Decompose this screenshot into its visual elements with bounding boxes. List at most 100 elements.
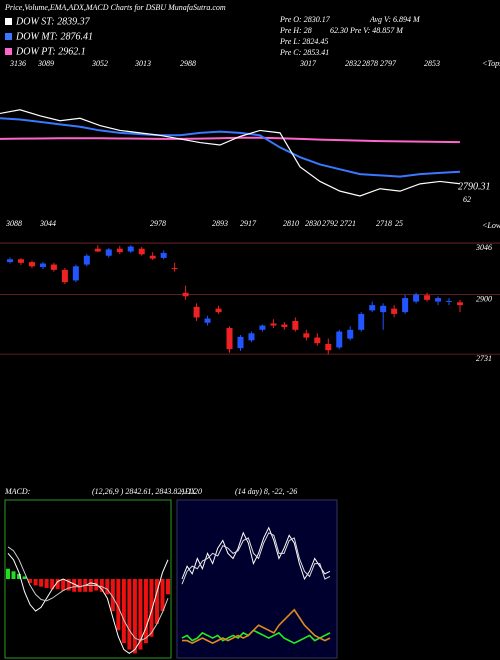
- histogram-bar: [72, 579, 77, 592]
- low-label: 2893: [212, 219, 228, 228]
- tops-caption: <Tops: [482, 59, 500, 68]
- legend-label: DOW PT: 2962.1: [15, 46, 86, 57]
- histogram-bar: [149, 579, 154, 637]
- info-text: Pre H: 28: [279, 26, 312, 35]
- candle-body: [50, 264, 57, 270]
- adx-title: ADX: [179, 487, 197, 496]
- top-label: 3052: [91, 59, 108, 68]
- histogram-bar: [138, 579, 143, 650]
- candle-body: [72, 266, 79, 281]
- low-label: 2830: [305, 219, 321, 228]
- histogram-bar: [116, 579, 121, 631]
- adx-subtitle: (14 day) 8, -22, -26: [235, 487, 297, 496]
- series-line: [181, 532, 331, 585]
- series-line: [0, 136, 461, 144]
- histogram-bar: [160, 579, 165, 612]
- candle-body: [160, 252, 167, 258]
- legend-label: DOW MT: 2876.41: [15, 31, 93, 42]
- candle-body: [7, 259, 13, 263]
- annotation: 62: [463, 195, 471, 204]
- candle-body: [358, 313, 365, 330]
- candle-body: [28, 262, 35, 267]
- candle-body: [182, 292, 189, 297]
- histogram-bar: [44, 579, 49, 588]
- candle-body: [402, 298, 409, 313]
- macd-title: MACD:: [4, 487, 31, 496]
- low-label: 3044: [39, 219, 56, 228]
- candle-body: [138, 248, 145, 255]
- legend-swatch: [5, 33, 12, 40]
- histogram-bar: [17, 573, 22, 579]
- histogram-bar: [110, 579, 115, 612]
- low-label: 3088: [5, 219, 22, 228]
- candle-body: [116, 248, 123, 253]
- series-line: [0, 117, 461, 178]
- candle-body: [303, 333, 310, 338]
- histogram-bar: [143, 579, 148, 644]
- candle-body: [149, 255, 156, 259]
- candle-body: [226, 328, 233, 350]
- info-text: Pre C: 2853.41: [279, 48, 329, 57]
- candle-body: [325, 343, 332, 351]
- candle-body: [171, 268, 178, 270]
- histogram-bar: [33, 579, 38, 586]
- low-label: 2810: [283, 219, 299, 228]
- macd-subtitle: (12,26,9 ) 2842.61, 2843.82, -1.20: [92, 487, 202, 496]
- series-line: [0, 109, 461, 197]
- low-label: 2718: [376, 219, 392, 228]
- top-label: 3089: [37, 59, 54, 68]
- histogram-bar: [6, 568, 10, 579]
- candle-body: [424, 295, 431, 300]
- legend-swatch: [5, 18, 12, 25]
- histogram-bar: [166, 579, 170, 595]
- histogram-bar: [77, 579, 82, 592]
- histogram-bar: [50, 579, 55, 590]
- histogram-bar: [127, 579, 132, 650]
- series-line: [7, 546, 169, 642]
- top-label: 3136: [9, 59, 26, 68]
- series-line: [181, 629, 331, 645]
- candle-body: [369, 305, 376, 311]
- histogram-bar: [39, 579, 44, 587]
- candle-body: [259, 325, 266, 330]
- candle-body: [127, 246, 134, 252]
- top-label: 2878: [362, 59, 378, 68]
- lows-caption: <Lows: [482, 221, 500, 230]
- candle-body: [105, 249, 112, 256]
- y-tick-label: 2731: [476, 354, 492, 363]
- top-label: 3017: [299, 59, 317, 68]
- top-label: 2797: [380, 59, 397, 68]
- histogram-bar: [28, 579, 33, 583]
- series-line: [7, 553, 169, 655]
- candle-body: [347, 329, 354, 339]
- candle-body: [457, 302, 463, 306]
- low-label: 2792: [322, 219, 338, 228]
- candle-body: [39, 263, 46, 268]
- histogram-bar: [154, 579, 159, 624]
- low-label: 2721: [340, 219, 356, 228]
- histogram-bar: [11, 571, 16, 579]
- candle-body: [237, 336, 244, 349]
- info-text: Pre O: 2830.17: [279, 15, 331, 24]
- histogram-bar: [99, 579, 104, 592]
- candle-body: [391, 308, 398, 314]
- candle-body: [94, 248, 101, 252]
- info-text: Pre L: 2824.45: [279, 37, 328, 46]
- candle-body: [314, 337, 321, 344]
- top-label: 3013: [134, 59, 151, 68]
- info-text: 62.30 Pre V: 48.857 M: [330, 26, 404, 35]
- candle-body: [380, 305, 387, 313]
- candle-body: [336, 331, 343, 348]
- top-label: 2853: [424, 59, 440, 68]
- low-label: 2917: [240, 219, 257, 228]
- candle-body: [61, 269, 68, 283]
- histogram-bar: [105, 579, 110, 595]
- histogram-bar: [66, 579, 71, 591]
- candle-body: [215, 308, 222, 313]
- legend-swatch: [5, 48, 12, 55]
- candle-body: [292, 320, 299, 330]
- legend-label: DOW ST: 2839.37: [15, 16, 91, 27]
- top-label: 2832: [345, 59, 361, 68]
- candle-body: [193, 306, 200, 318]
